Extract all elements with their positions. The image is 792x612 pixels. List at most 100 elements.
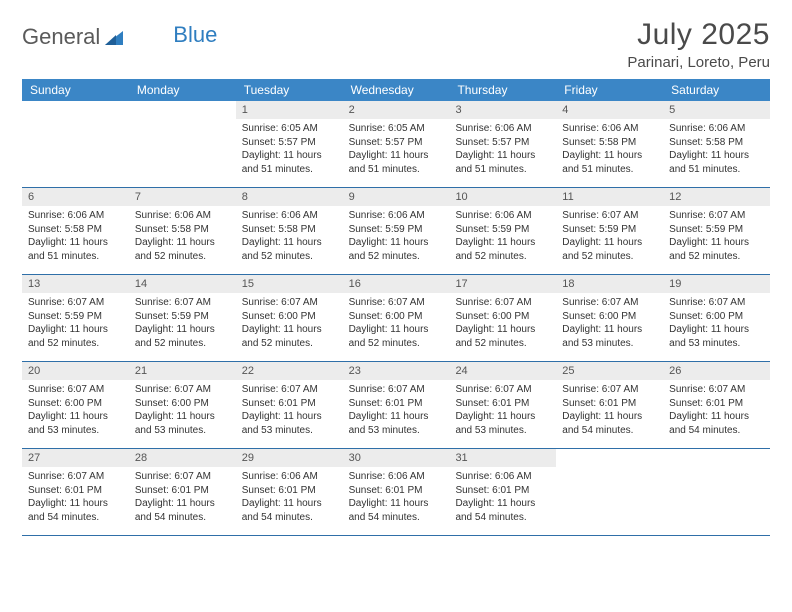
- dow-cell: Tuesday: [236, 79, 343, 101]
- day-body: Sunrise: 6:06 AMSunset: 5:58 PMDaylight:…: [556, 122, 663, 176]
- day-cell: 19Sunrise: 6:07 AMSunset: 6:00 PMDayligh…: [663, 275, 770, 361]
- day-body: Sunrise: 6:06 AMSunset: 6:01 PMDaylight:…: [343, 470, 450, 524]
- day-cell: 3Sunrise: 6:06 AMSunset: 5:57 PMDaylight…: [449, 101, 556, 187]
- day-number: 15: [236, 275, 343, 293]
- day-number: 21: [129, 362, 236, 380]
- day-body: Sunrise: 6:06 AMSunset: 6:01 PMDaylight:…: [449, 470, 556, 524]
- day-body: Sunrise: 6:07 AMSunset: 5:59 PMDaylight:…: [22, 296, 129, 350]
- day-body: Sunrise: 6:05 AMSunset: 5:57 PMDaylight:…: [343, 122, 450, 176]
- day-cell: 30 Sunrise: 6:06 AMSunset: 6:01 PMDayligh…: [343, 449, 450, 535]
- day-body: Sunrise: 6:07 AMSunset: 6:00 PMDaylight:…: [449, 296, 556, 350]
- day-body: Sunrise: 6:07 AMSunset: 6:00 PMDaylight:…: [236, 296, 343, 350]
- day-cell: [556, 449, 663, 535]
- day-number: 29: [236, 449, 343, 467]
- day-body: Sunrise: 6:06 AMSunset: 5:59 PMDaylight:…: [449, 209, 556, 263]
- dow-cell: Monday: [129, 79, 236, 101]
- week-row: 27Sunrise: 6:07 AMSunset: 6:01 PMDayligh…: [22, 449, 770, 536]
- day-body: Sunrise: 6:05 AMSunset: 5:57 PMDaylight:…: [236, 122, 343, 176]
- day-cell: 17 Sunrise: 6:07 AMSunset: 6:00 PMDayligh…: [449, 275, 556, 361]
- day-number: 11: [556, 188, 663, 206]
- calendar-page: General Blue July 2025 Parinari, Loreto,…: [0, 0, 792, 546]
- day-number: 16: [343, 275, 450, 293]
- day-cell: 11 Sunrise: 6:07 AMSunset: 5:59 PMDayligh…: [556, 188, 663, 274]
- day-cell: 24Sunrise: 6:07 AMSunset: 6:01 PMDayligh…: [449, 362, 556, 448]
- day-cell: 8Sunrise: 6:06 AMSunset: 5:58 PMDaylight…: [236, 188, 343, 274]
- calendar-grid: SundayMondayTuesdayWednesdayThursdayFrid…: [22, 79, 770, 536]
- day-cell: [663, 449, 770, 535]
- day-body: Sunrise: 6:06 AMSunset: 5:59 PMDaylight:…: [343, 209, 450, 263]
- dow-cell: Saturday: [663, 79, 770, 101]
- brand-part1: General: [22, 24, 100, 50]
- week-row: 1Sunrise: 6:05 AMSunset: 5:57 PMDaylight…: [22, 101, 770, 188]
- day-cell: 28 Sunrise: 6:07 AMSunset: 6:01 PMDayligh…: [129, 449, 236, 535]
- day-cell: [129, 101, 236, 187]
- day-cell: 20Sunrise: 6:07 AMSunset: 6:00 PMDayligh…: [22, 362, 129, 448]
- dow-cell: Sunday: [22, 79, 129, 101]
- day-body: Sunrise: 6:07 AMSunset: 6:01 PMDaylight:…: [663, 383, 770, 437]
- day-cell: 18 Sunrise: 6:07 AMSunset: 6:00 PMDayligh…: [556, 275, 663, 361]
- day-cell: 15 Sunrise: 6:07 AMSunset: 6:00 PMDayligh…: [236, 275, 343, 361]
- day-body: Sunrise: 6:07 AMSunset: 6:01 PMDaylight:…: [22, 470, 129, 524]
- day-number: 23: [343, 362, 450, 380]
- day-number: 10: [449, 188, 556, 206]
- brand-part2: Blue: [173, 22, 217, 48]
- day-number: 9: [343, 188, 450, 206]
- day-cell: [22, 101, 129, 187]
- day-cell: 23Sunrise: 6:07 AMSunset: 6:01 PMDayligh…: [343, 362, 450, 448]
- day-cell: 29 Sunrise: 6:06 AMSunset: 6:01 PMDayligh…: [236, 449, 343, 535]
- day-cell: 4 Sunrise: 6:06 AMSunset: 5:58 PMDaylight…: [556, 101, 663, 187]
- dow-cell: Friday: [556, 79, 663, 101]
- day-number: 20: [22, 362, 129, 380]
- day-body: Sunrise: 6:07 AMSunset: 6:00 PMDaylight:…: [663, 296, 770, 350]
- day-number: 24: [449, 362, 556, 380]
- day-number: 7: [129, 188, 236, 206]
- day-number: 30: [343, 449, 450, 467]
- day-number: 6: [22, 188, 129, 206]
- day-number: 2: [343, 101, 450, 119]
- day-body: Sunrise: 6:06 AMSunset: 5:58 PMDaylight:…: [22, 209, 129, 263]
- day-number: 31: [449, 449, 556, 467]
- dow-cell: Wednesday: [343, 79, 450, 101]
- day-body: Sunrise: 6:06 AMSunset: 5:57 PMDaylight:…: [449, 122, 556, 176]
- day-cell: 31 Sunrise: 6:06 AMSunset: 6:01 PMDayligh…: [449, 449, 556, 535]
- day-body: Sunrise: 6:07 AMSunset: 6:01 PMDaylight:…: [556, 383, 663, 437]
- day-number: 1: [236, 101, 343, 119]
- day-number: 28: [129, 449, 236, 467]
- day-number: 22: [236, 362, 343, 380]
- day-number: 18: [556, 275, 663, 293]
- day-body: Sunrise: 6:06 AMSunset: 6:01 PMDaylight:…: [236, 470, 343, 524]
- day-number: 17: [449, 275, 556, 293]
- day-number: 4: [556, 101, 663, 119]
- day-number: 8: [236, 188, 343, 206]
- day-body: Sunrise: 6:07 AMSunset: 5:59 PMDaylight:…: [663, 209, 770, 263]
- day-cell: 5Sunrise: 6:06 AMSunset: 5:58 PMDaylight…: [663, 101, 770, 187]
- brand-logo: General Blue: [22, 18, 217, 50]
- day-cell: 12 Sunrise: 6:07 AMSunset: 5:59 PMDayligh…: [663, 188, 770, 274]
- day-of-week-header: SundayMondayTuesdayWednesdayThursdayFrid…: [22, 79, 770, 101]
- day-cell: 14 Sunrise: 6:07 AMSunset: 5:59 PMDayligh…: [129, 275, 236, 361]
- day-body: Sunrise: 6:07 AMSunset: 6:01 PMDaylight:…: [236, 383, 343, 437]
- day-number: 12: [663, 188, 770, 206]
- day-body: Sunrise: 6:07 AMSunset: 5:59 PMDaylight:…: [556, 209, 663, 263]
- page-header: General Blue July 2025 Parinari, Loreto,…: [22, 18, 770, 71]
- day-number: 14: [129, 275, 236, 293]
- day-body: Sunrise: 6:07 AMSunset: 6:00 PMDaylight:…: [129, 383, 236, 437]
- day-body: Sunrise: 6:07 AMSunset: 6:00 PMDaylight:…: [556, 296, 663, 350]
- day-number: 13: [22, 275, 129, 293]
- day-cell: 7 Sunrise: 6:06 AMSunset: 5:58 PMDaylight…: [129, 188, 236, 274]
- day-number: 27: [22, 449, 129, 467]
- day-body: Sunrise: 6:06 AMSunset: 5:58 PMDaylight:…: [663, 122, 770, 176]
- day-body: Sunrise: 6:07 AMSunset: 5:59 PMDaylight:…: [129, 296, 236, 350]
- day-number: 26: [663, 362, 770, 380]
- day-body: Sunrise: 6:07 AMSunset: 6:00 PMDaylight:…: [343, 296, 450, 350]
- day-cell: 21 Sunrise: 6:07 AMSunset: 6:00 PMDayligh…: [129, 362, 236, 448]
- day-body: Sunrise: 6:07 AMSunset: 6:01 PMDaylight:…: [129, 470, 236, 524]
- day-number: 25: [556, 362, 663, 380]
- day-cell: 25 Sunrise: 6:07 AMSunset: 6:01 PMDayligh…: [556, 362, 663, 448]
- day-cell: 6 Sunrise: 6:06 AMSunset: 5:58 PMDaylight…: [22, 188, 129, 274]
- day-cell: 9 Sunrise: 6:06 AMSunset: 5:59 PMDaylight…: [343, 188, 450, 274]
- day-cell: 22 Sunrise: 6:07 AMSunset: 6:01 PMDayligh…: [236, 362, 343, 448]
- day-body: Sunrise: 6:06 AMSunset: 5:58 PMDaylight:…: [129, 209, 236, 263]
- day-cell: 10 Sunrise: 6:06 AMSunset: 5:59 PMDayligh…: [449, 188, 556, 274]
- dow-cell: Thursday: [449, 79, 556, 101]
